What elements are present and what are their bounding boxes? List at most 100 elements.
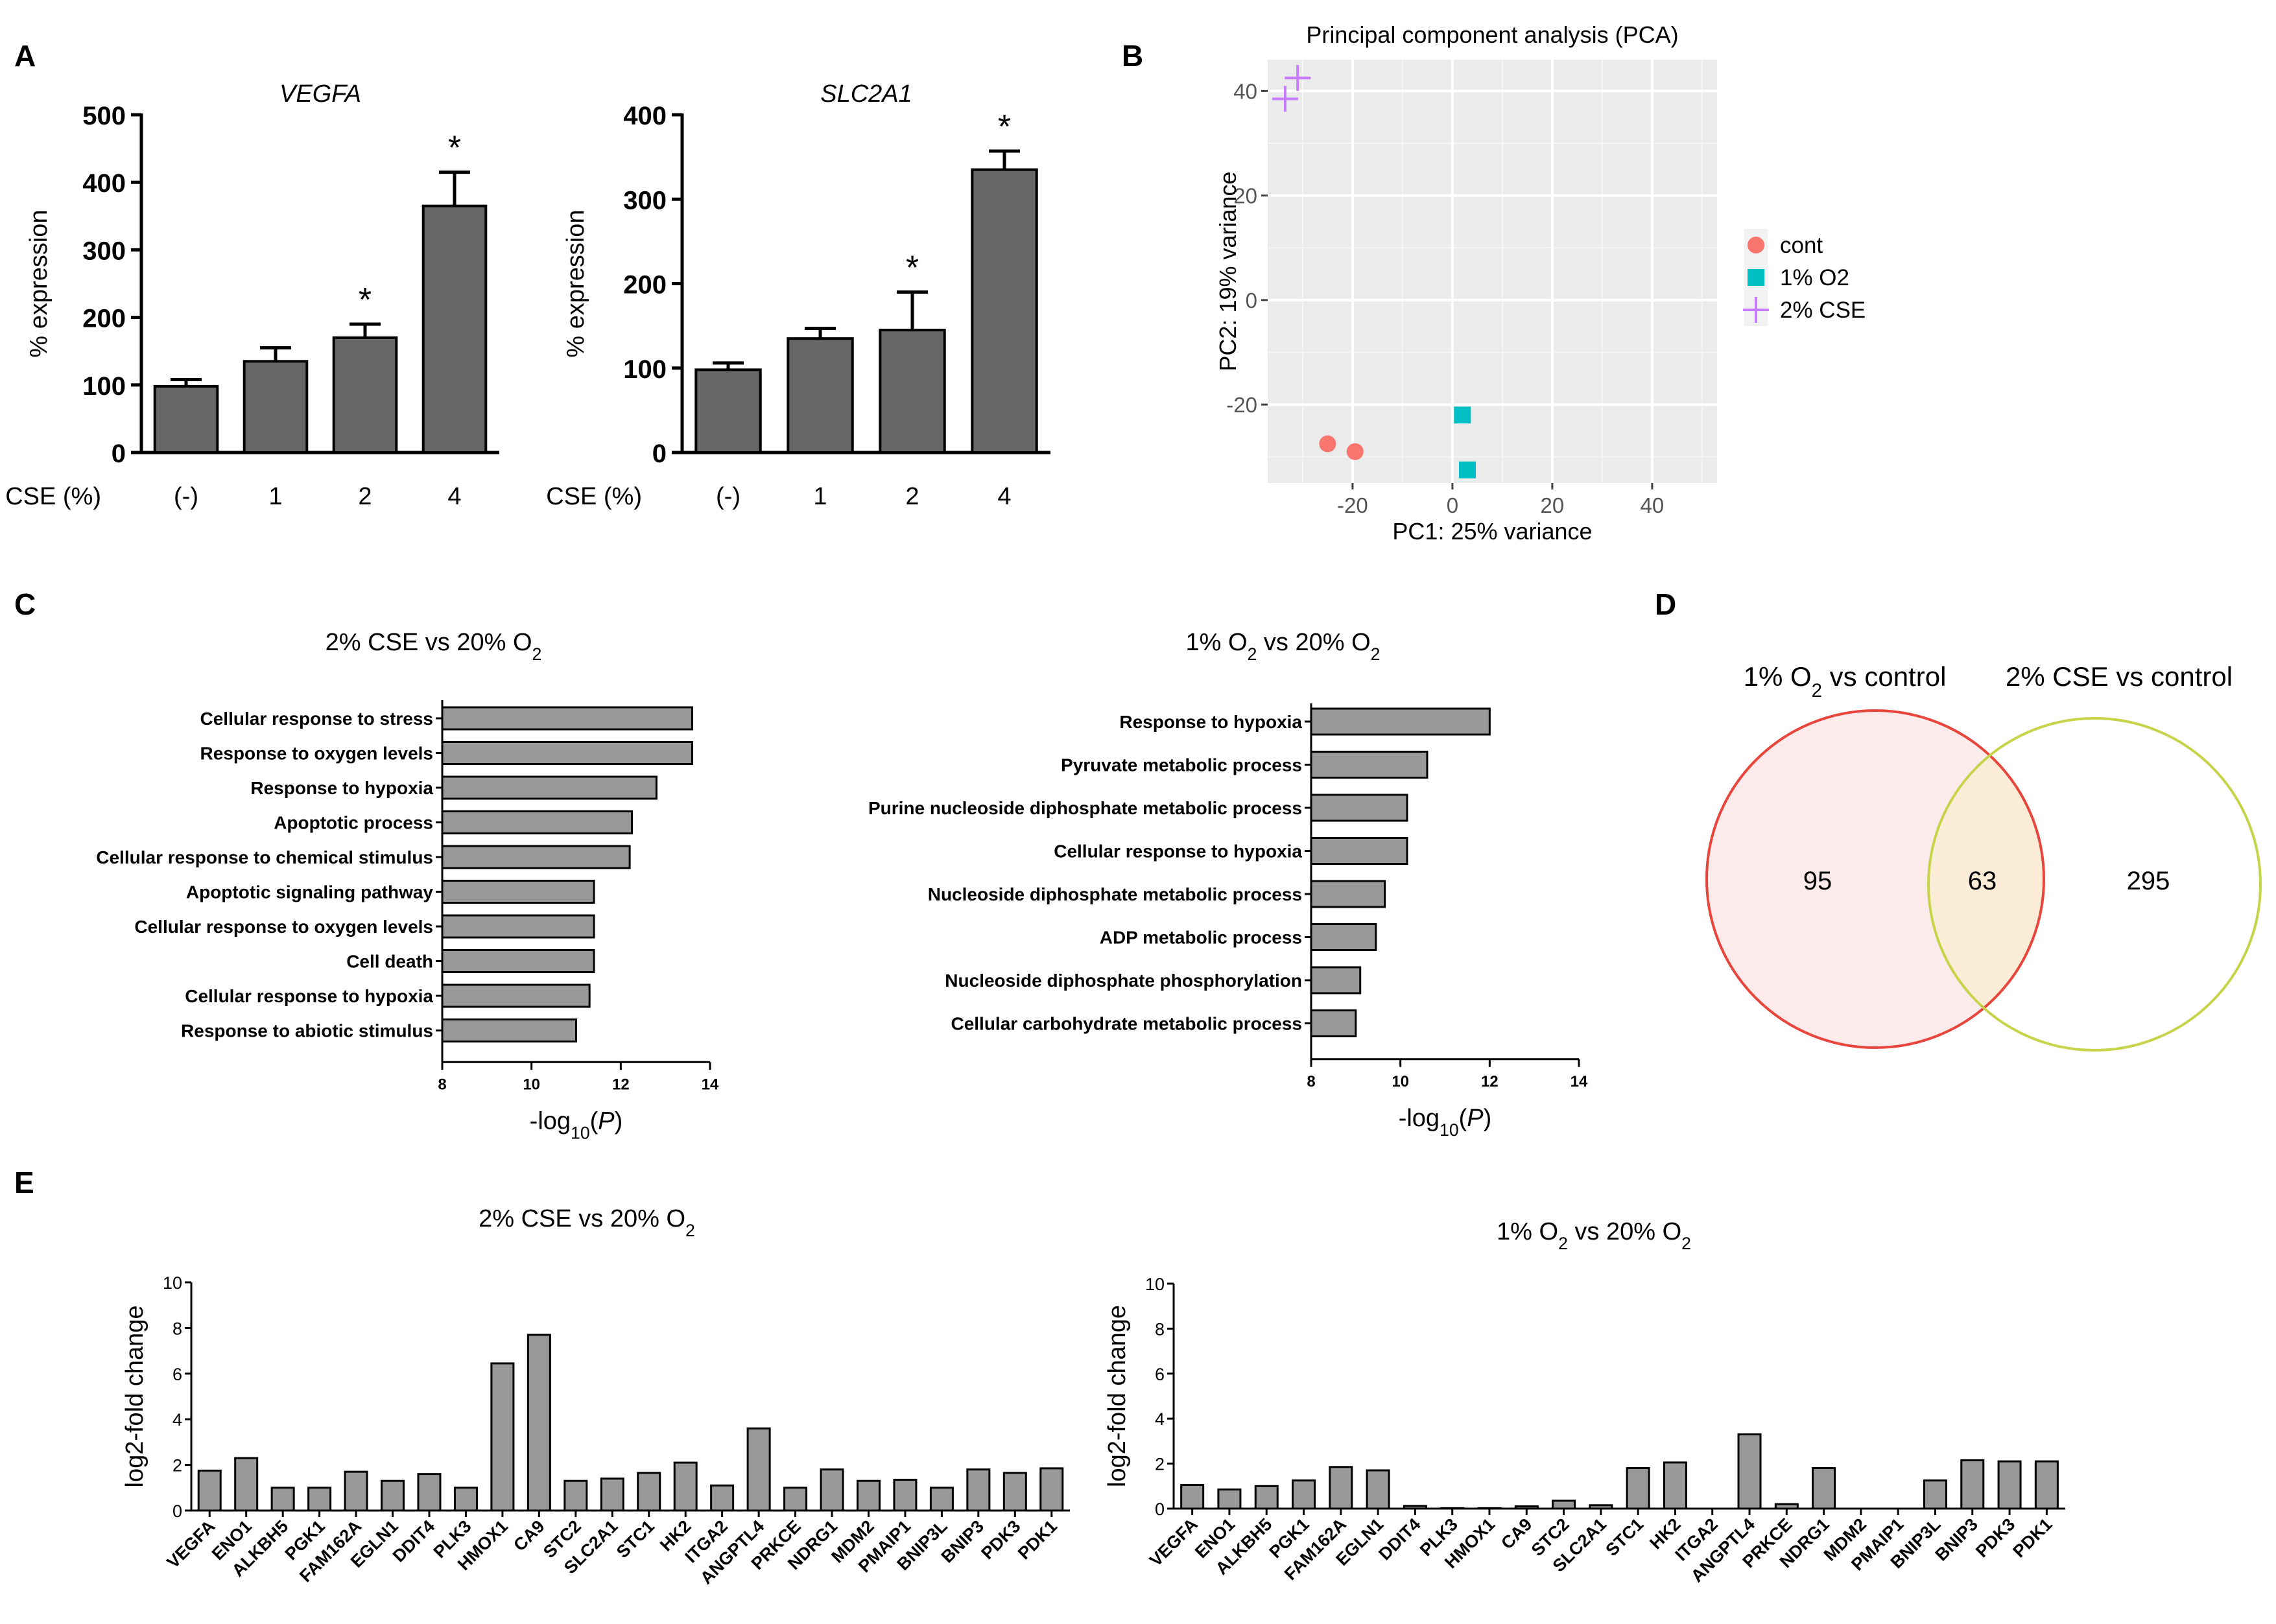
- chart-title-part: 1% O: [1497, 1218, 1558, 1245]
- x-tick-label: 14: [702, 1076, 719, 1093]
- chart-title-subscript: 2: [1558, 1234, 1568, 1253]
- go-term-label: Cellular response to hypoxia: [185, 986, 433, 1006]
- y-tick-label: 2: [172, 1456, 182, 1476]
- bar: [1812, 1467, 1836, 1510]
- x-tick-label: 20: [1541, 493, 1565, 517]
- bar: [1737, 1433, 1762, 1510]
- chart-title-subscript: 2: [685, 1221, 695, 1240]
- go-term-label: Cellular response to hypoxia: [1054, 841, 1302, 862]
- y-tick-label: 10: [1145, 1275, 1165, 1294]
- y-tick-label: 2: [1155, 1455, 1165, 1474]
- bar: [966, 1468, 991, 1512]
- go-hypoxia-bar-chart: 8 10 12 14 Response to hypoxia Pyruvate metab…: [868, 629, 1588, 1140]
- bar: [441, 810, 634, 834]
- bar: [879, 329, 946, 454]
- venn-count: 95: [1803, 867, 1832, 895]
- x-tick-label: 12: [1481, 1073, 1499, 1090]
- bar: [234, 1457, 259, 1512]
- y-tick-label: 400: [82, 169, 126, 198]
- bar: [1403, 1505, 1427, 1510]
- bar: [1774, 1503, 1799, 1510]
- data-point: [1319, 435, 1336, 453]
- bar: [1217, 1489, 1242, 1510]
- x-tick-label: 10: [523, 1076, 540, 1093]
- bar: [783, 1487, 808, 1512]
- panel-c-letter: C: [14, 587, 36, 621]
- bar: [1002, 1472, 1027, 1512]
- x-tick-label: (-): [174, 483, 198, 510]
- bar: [307, 1487, 332, 1512]
- bar: [694, 368, 762, 454]
- bar: [893, 1478, 918, 1512]
- y-tick-label: 300: [82, 237, 126, 265]
- x-axis-label-part: (: [1459, 1105, 1467, 1132]
- bar: [441, 741, 693, 765]
- chart-title-part: vs 20% O: [1257, 629, 1370, 656]
- bar: [820, 1468, 844, 1512]
- bar: [1310, 707, 1491, 736]
- bar: [490, 1362, 515, 1512]
- data-point: [1272, 86, 1298, 112]
- bar: [1514, 1505, 1539, 1510]
- bar: [453, 1487, 478, 1512]
- bar: [1477, 1507, 1502, 1510]
- chart-title-part: 2% CSE vs 20% O: [479, 1205, 685, 1232]
- venn-overlap-fill: [1928, 718, 2044, 1048]
- y-tick-label: 100: [623, 355, 667, 384]
- y-tick-label: 6: [172, 1365, 182, 1384]
- x-tick-label: -20: [1337, 493, 1368, 517]
- chart-title: Principal component analysis (PCA): [1306, 21, 1678, 48]
- bar: [1960, 1459, 1985, 1510]
- venn-set-label-part: vs control: [1822, 661, 1946, 692]
- venn-count: 295: [2127, 867, 2170, 895]
- bar: [441, 880, 595, 904]
- legend-marker: [1748, 237, 1764, 253]
- bar: [1997, 1460, 2022, 1510]
- x-axis-label-part: (: [590, 1107, 599, 1135]
- y-axis-label: log2-fold change: [121, 1306, 148, 1488]
- x-tick-label: 8: [1307, 1073, 1315, 1090]
- bar: [197, 1469, 222, 1512]
- bar: [332, 336, 398, 454]
- y-tick-label: -20: [1226, 393, 1257, 417]
- bar: [1626, 1467, 1650, 1510]
- venn-circle-outline: [1705, 709, 2045, 1049]
- go-term-label: Pyruvate metabolic process: [1061, 755, 1302, 775]
- bar: [1923, 1479, 1947, 1510]
- x-tick-label: 2: [905, 483, 919, 510]
- bar: [1589, 1504, 1613, 1510]
- x-axis-label-part: P: [1467, 1105, 1484, 1132]
- significance-star: *: [906, 250, 919, 287]
- data-point: [1454, 406, 1471, 424]
- bar: [527, 1334, 551, 1512]
- bar: [1366, 1469, 1390, 1510]
- go-term-label: Nucleoside diphosphate phosphorylation: [945, 971, 1302, 991]
- vegfa-bar-chart: 0 100 200 300 400 500 (-) 1 2 * 4 * VEGFA CSE (%) % ex…: [5, 80, 499, 510]
- y-tick-label: 20: [1233, 184, 1257, 208]
- gene-label: PDK1: [1014, 1516, 1061, 1563]
- go-term-label: ADP metabolic process: [1100, 928, 1302, 948]
- bar: [441, 845, 631, 869]
- x-axis-label-part: P: [598, 1107, 615, 1135]
- legend-marker: [1748, 269, 1764, 286]
- y-tick-label: 8: [1155, 1319, 1165, 1339]
- panel-a-letter: A: [14, 39, 36, 73]
- data-point: [1285, 65, 1311, 91]
- legend-marker: [1743, 297, 1769, 323]
- bar: [441, 983, 591, 1008]
- x-tick-label: 12: [612, 1076, 630, 1093]
- bar: [270, 1487, 295, 1512]
- x-tick-label: 0: [1447, 493, 1458, 517]
- venn-set-label-subscript: 2: [1812, 680, 1822, 701]
- bar: [856, 1479, 881, 1512]
- chart-title: 2% CSE vs 20% O2: [479, 1205, 695, 1240]
- chart-title-part: 2% CSE vs 20% O: [326, 629, 532, 656]
- gene-label: BNIP3: [938, 1516, 988, 1566]
- venn-set-label: 1% O2 vs control: [1744, 661, 1947, 701]
- go-term-label: Cellular carbohydrate metabolic process: [951, 1014, 1302, 1034]
- x-axis-label-part: ): [615, 1107, 623, 1135]
- legend-label: 2% CSE: [1780, 298, 1866, 323]
- panel-b-letter: B: [1122, 39, 1143, 73]
- y-tick-label: 40: [1233, 79, 1257, 103]
- pca-scatter-chart: -20 0 20 40 -20 0 20 40 cont 1% O2 2% CSE Principal…: [1215, 21, 1866, 545]
